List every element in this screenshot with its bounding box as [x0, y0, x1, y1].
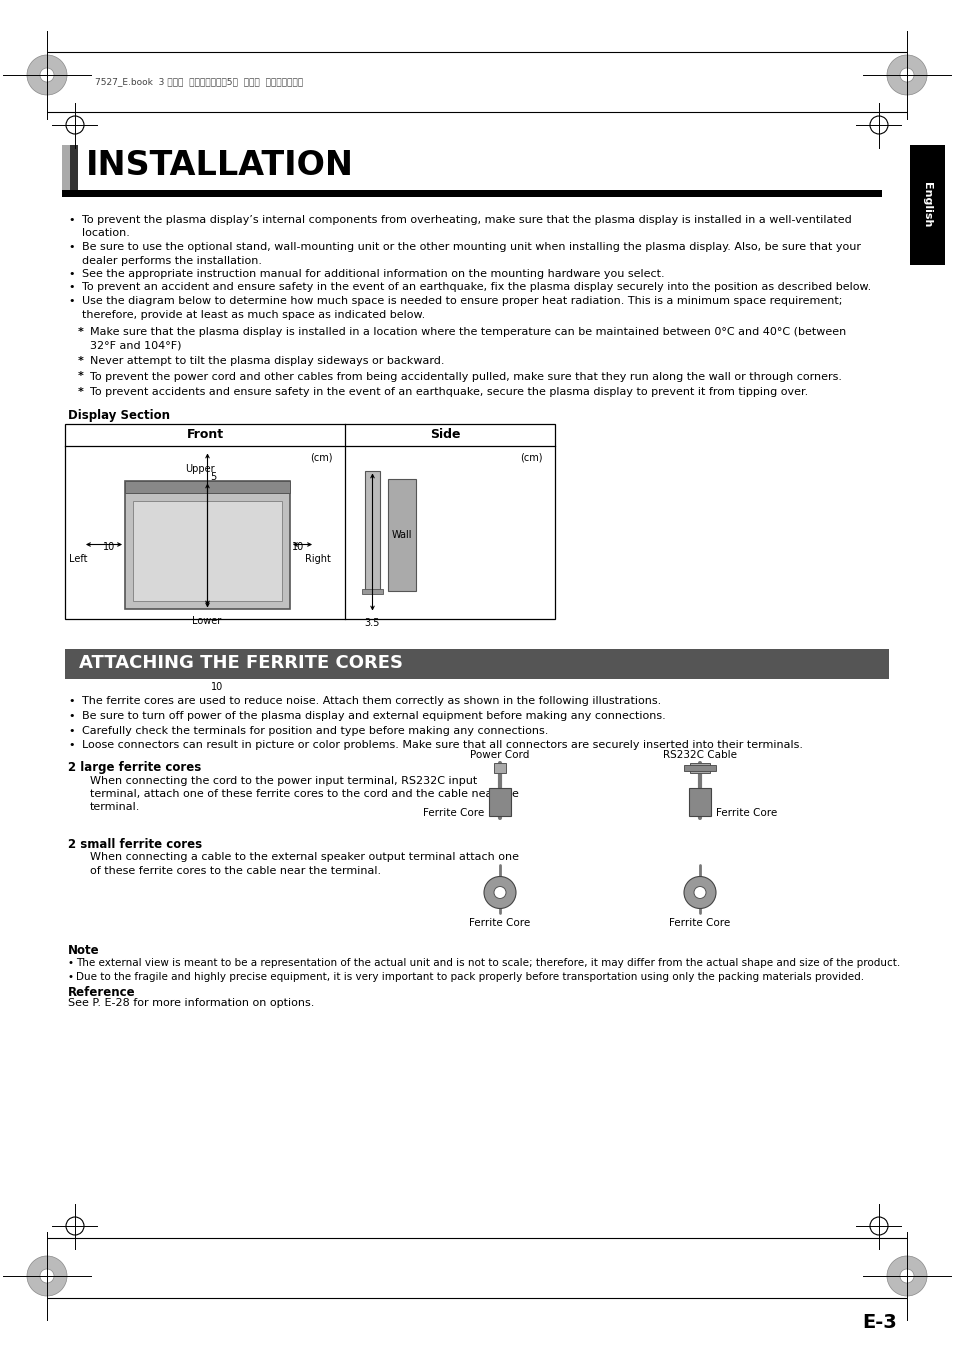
Circle shape — [693, 886, 705, 898]
Text: To prevent accidents and ensure safety in the event of an earthquake, secure the: To prevent accidents and ensure safety i… — [90, 386, 807, 397]
Text: •: • — [68, 971, 74, 981]
Text: Front: Front — [186, 428, 223, 440]
Circle shape — [899, 68, 913, 82]
Bar — [65, 423, 555, 619]
Text: dealer performs the installation.: dealer performs the installation. — [82, 255, 262, 266]
Text: The external view is meant to be a representation of the actual unit and is not : The external view is meant to be a repre… — [76, 958, 900, 969]
Bar — [365, 470, 379, 590]
Text: Right: Right — [305, 554, 331, 565]
Text: *: * — [78, 327, 84, 336]
Text: •: • — [68, 740, 74, 750]
Text: •: • — [68, 711, 74, 721]
Text: *: * — [78, 372, 84, 381]
Text: *: * — [78, 386, 84, 397]
Text: When connecting a cable to the external speaker output terminal attach one: When connecting a cable to the external … — [90, 852, 518, 862]
Bar — [361, 589, 382, 593]
Bar — [689, 762, 709, 773]
Text: (cm): (cm) — [520, 453, 542, 462]
Text: Be sure to use the optional stand, wall-mounting unit or the other mounting unit: Be sure to use the optional stand, wall-… — [82, 242, 861, 253]
Text: •: • — [68, 958, 74, 969]
Circle shape — [40, 1269, 54, 1283]
Text: ATTACHING THE FERRITE CORES: ATTACHING THE FERRITE CORES — [79, 654, 402, 673]
Bar — [688, 788, 710, 816]
Text: 10: 10 — [292, 543, 304, 553]
Text: 32°F and 104°F): 32°F and 104°F) — [90, 340, 181, 350]
Bar — [683, 765, 716, 770]
Text: INSTALLATION: INSTALLATION — [86, 149, 354, 182]
Text: 7527_E.book  3 ページ  ２００６年９月5日  火曜日  午後９晎３５分: 7527_E.book 3 ページ ２００６年９月5日 火曜日 午後９晎３５分 — [95, 77, 303, 86]
Text: RS232C Cable: RS232C Cable — [662, 750, 737, 759]
Text: •: • — [68, 697, 74, 707]
Circle shape — [27, 1256, 67, 1296]
Circle shape — [899, 1269, 913, 1283]
Circle shape — [483, 877, 516, 908]
Text: Display Section: Display Section — [68, 408, 170, 422]
Text: of these ferrite cores to the cable near the terminal.: of these ferrite cores to the cable near… — [90, 866, 381, 875]
Text: location.: location. — [82, 228, 130, 239]
Text: (cm): (cm) — [310, 453, 333, 462]
Text: •: • — [68, 269, 74, 280]
Text: 3.5: 3.5 — [364, 617, 379, 627]
Text: Side: Side — [429, 428, 459, 440]
Circle shape — [683, 877, 716, 908]
Text: Ferrite Core: Ferrite Core — [716, 808, 777, 817]
Text: Power Cord: Power Cord — [470, 750, 529, 759]
Text: Carefully check the terminals for position and type before making any connection: Carefully check the terminals for positi… — [82, 725, 548, 735]
Circle shape — [886, 55, 926, 95]
Text: 10: 10 — [103, 543, 115, 553]
Bar — [125, 481, 290, 493]
Circle shape — [494, 886, 505, 898]
Text: Left: Left — [69, 554, 88, 565]
Bar — [65, 648, 888, 678]
Bar — [494, 762, 505, 773]
Text: Be sure to turn off power of the plasma display and external equipment before ma: Be sure to turn off power of the plasma … — [82, 711, 665, 721]
Text: *: * — [78, 357, 84, 366]
Text: Wall: Wall — [392, 530, 412, 539]
Bar — [125, 481, 290, 608]
Text: English: English — [921, 182, 931, 228]
Text: Reference: Reference — [68, 985, 135, 998]
Text: E-3: E-3 — [862, 1313, 897, 1332]
Text: The ferrite cores are used to reduce noise. Attach them correctly as shown in th: The ferrite cores are used to reduce noi… — [82, 697, 660, 707]
Text: To prevent an accident and ensure safety in the event of an earthquake, fix the : To prevent an accident and ensure safety… — [82, 282, 870, 293]
Text: 2 small ferrite cores: 2 small ferrite cores — [68, 838, 202, 851]
Text: •: • — [68, 282, 74, 293]
Bar — [62, 145, 70, 190]
Text: Ferrite Core: Ferrite Core — [469, 919, 530, 928]
Text: 10: 10 — [211, 682, 222, 693]
Text: Lower: Lower — [193, 616, 221, 626]
Circle shape — [27, 55, 67, 95]
Bar — [388, 478, 416, 590]
Text: terminal.: terminal. — [90, 802, 140, 812]
Text: See the appropriate instruction manual for additional information on the mountin: See the appropriate instruction manual f… — [82, 269, 664, 280]
Text: 5: 5 — [211, 471, 216, 481]
Text: Upper: Upper — [185, 463, 214, 473]
Text: Due to the fragile and highly precise equipment, it is very important to pack pr: Due to the fragile and highly precise eq… — [76, 971, 863, 981]
Text: Never attempt to tilt the plasma display sideways or backward.: Never attempt to tilt the plasma display… — [90, 357, 444, 366]
Text: •: • — [68, 242, 74, 253]
Text: Ferrite Core: Ferrite Core — [669, 919, 730, 928]
Text: Make sure that the plasma display is installed in a location where the temperatu: Make sure that the plasma display is ins… — [90, 327, 845, 336]
Text: Loose connectors can result in picture or color problems. Make sure that all con: Loose connectors can result in picture o… — [82, 740, 802, 750]
Text: terminal, attach one of these ferrite cores to the cord and the cable near the: terminal, attach one of these ferrite co… — [90, 789, 518, 798]
Text: To prevent the plasma display’s internal components from overheating, make sure : To prevent the plasma display’s internal… — [82, 215, 851, 226]
Text: To prevent the power cord and other cables from being accidentally pulled, make : To prevent the power cord and other cabl… — [90, 372, 841, 381]
Circle shape — [40, 68, 54, 82]
Bar — [489, 788, 511, 816]
Text: When connecting the cord to the power input terminal, RS232C input: When connecting the cord to the power in… — [90, 775, 476, 785]
Text: Use the diagram below to determine how much space is needed to ensure proper hea: Use the diagram below to determine how m… — [82, 296, 841, 305]
Text: Ferrite Core: Ferrite Core — [422, 808, 483, 817]
Text: 2 large ferrite cores: 2 large ferrite cores — [68, 761, 201, 774]
Text: •: • — [68, 296, 74, 305]
Text: Note: Note — [68, 944, 99, 958]
Text: therefore, provide at least as much space as indicated below.: therefore, provide at least as much spac… — [82, 309, 425, 319]
Circle shape — [886, 1256, 926, 1296]
Text: •: • — [68, 215, 74, 226]
Text: •: • — [68, 725, 74, 735]
Bar — [909, 145, 944, 265]
Bar — [70, 145, 78, 190]
Bar — [62, 190, 882, 197]
Bar — [132, 500, 282, 600]
Text: See P. E-28 for more information on options.: See P. E-28 for more information on opti… — [68, 998, 314, 1008]
